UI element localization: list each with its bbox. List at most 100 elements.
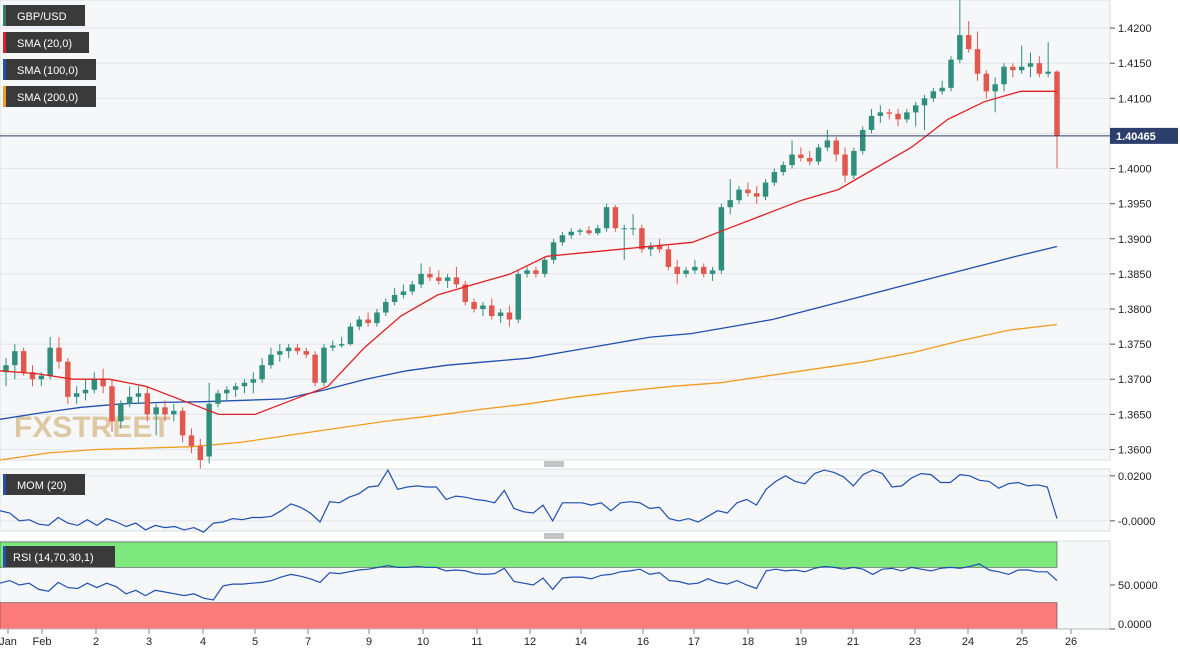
candle-body bbox=[303, 351, 310, 355]
y-tick-label: 1.3650 bbox=[1118, 409, 1152, 421]
candle-body bbox=[471, 301, 477, 310]
mom-gridlines bbox=[0, 475, 1110, 522]
y-tick-label: 1.4150 bbox=[1118, 58, 1152, 70]
x-tick-label: 16 bbox=[637, 636, 649, 648]
sma-20-line bbox=[0, 90, 1057, 416]
candle-body bbox=[126, 396, 133, 404]
y-tick-label: 1.3900 bbox=[1118, 234, 1152, 246]
candle-body bbox=[524, 270, 530, 274]
rsi-panel: 50.0000 0.0000 RSI (14,70,30,1) bbox=[0, 540, 1158, 631]
candle-body bbox=[224, 389, 230, 394]
candle-body bbox=[815, 147, 822, 162]
panel-resize-handle-2[interactable] bbox=[544, 533, 564, 539]
candle-body bbox=[603, 207, 610, 229]
candle-body bbox=[268, 354, 274, 366]
candle-body bbox=[206, 403, 212, 457]
legend-symbol[interactable]: GBP/USD bbox=[3, 5, 85, 26]
candle-body bbox=[497, 312, 504, 317]
price-axis: 1.42001.41501.41001.40501.40001.39501.39… bbox=[1110, 23, 1152, 456]
candle-body bbox=[1045, 71, 1051, 74]
candle-body bbox=[683, 270, 689, 274]
x-tick-label: 3 bbox=[146, 636, 152, 648]
legend-sma200[interactable]: SMA (200,0) bbox=[3, 86, 96, 107]
candle-body bbox=[391, 294, 398, 302]
sma20-path bbox=[0, 90, 1057, 416]
rsi-line bbox=[0, 563, 1058, 601]
legend-sma20[interactable]: SMA (20,0) bbox=[3, 32, 89, 53]
watermark: FXSTREET bbox=[14, 411, 171, 444]
candle-body bbox=[1036, 63, 1043, 74]
candle-body bbox=[480, 305, 486, 310]
candle-body bbox=[321, 347, 327, 383]
candle-body bbox=[895, 113, 901, 120]
candle-body bbox=[745, 189, 751, 194]
candle-body bbox=[992, 84, 998, 92]
candle-body bbox=[753, 193, 760, 197]
candle-body bbox=[29, 372, 36, 380]
x-tick-label: 24 bbox=[962, 636, 974, 648]
x-tick-label: 23 bbox=[909, 636, 921, 648]
candle-body bbox=[930, 91, 937, 99]
candle-body bbox=[709, 270, 716, 274]
candle-body bbox=[250, 379, 257, 383]
candle-body bbox=[780, 165, 786, 173]
candle-body bbox=[12, 351, 18, 366]
candle-body bbox=[851, 150, 857, 176]
candle-body bbox=[82, 389, 89, 394]
y-tick-label: 1.3800 bbox=[1118, 304, 1152, 316]
x-tick-label: Jan bbox=[0, 636, 17, 648]
y-tick-label: 1.3950 bbox=[1118, 199, 1152, 211]
candle-body bbox=[939, 87, 945, 92]
candle-body bbox=[259, 365, 265, 380]
sma-100-line bbox=[0, 245, 1058, 420]
candle-body bbox=[700, 266, 707, 274]
candle-body bbox=[374, 312, 380, 324]
x-tick-label: 11 bbox=[471, 636, 482, 648]
candle-body bbox=[568, 231, 574, 236]
candle-body bbox=[833, 140, 839, 155]
panel-resize-handle-1[interactable] bbox=[544, 461, 564, 467]
candle-body bbox=[232, 386, 239, 390]
candle-body bbox=[736, 189, 742, 201]
candle-body bbox=[983, 73, 990, 92]
candle-body bbox=[56, 347, 62, 362]
y-tick-label: 1.3700 bbox=[1118, 374, 1152, 386]
candle-body bbox=[179, 410, 186, 436]
candle-body bbox=[197, 445, 204, 460]
candle-body bbox=[533, 270, 539, 274]
candle-body bbox=[338, 344, 345, 346]
legend-sma100[interactable]: SMA (100,0) bbox=[3, 59, 96, 80]
candle-body bbox=[109, 386, 115, 422]
x-tick-label: 12 bbox=[524, 636, 536, 648]
x-tick-label: 7 bbox=[305, 636, 311, 648]
candle-body bbox=[171, 410, 177, 415]
mom-tick-label: 0.0200 bbox=[1118, 471, 1152, 483]
x-tick-label: 5 bbox=[252, 636, 258, 648]
candle-body bbox=[444, 277, 451, 281]
rsi-overbought-zone bbox=[0, 541, 1058, 568]
candle-body bbox=[100, 379, 106, 387]
legend-mom[interactable]: MOM (20) bbox=[3, 474, 85, 495]
candle-body bbox=[948, 59, 954, 88]
rsi-tick-label: 50.0000 bbox=[1118, 580, 1158, 592]
legend-rsi[interactable]: RSI (14,70,30,1) bbox=[3, 546, 115, 567]
candle-body bbox=[409, 284, 416, 292]
legend-sma20-label: SMA (20,0) bbox=[17, 38, 72, 50]
legend: GBP/USD SMA (20,0) SMA (100,0) SMA (200,… bbox=[3, 5, 96, 107]
candle-body bbox=[656, 245, 663, 250]
main-panel-bg bbox=[0, 0, 1111, 461]
x-tick-label: 4 bbox=[200, 636, 206, 648]
rsi-line-path bbox=[0, 563, 1058, 601]
candles bbox=[3, 0, 1060, 471]
mom-panel: 0.0200 -0.0000 MOM (20) bbox=[0, 468, 1155, 533]
time-axis: Jan Feb 2 3 4 5 7 9 10 11 12 14 16 17 18 19 21 23 24 25 26 bbox=[0, 628, 1110, 648]
mom-line-path bbox=[0, 468, 1058, 533]
candle-body bbox=[1027, 63, 1034, 67]
candle-body bbox=[462, 284, 468, 302]
candle-body bbox=[674, 266, 680, 274]
candle-body bbox=[356, 319, 363, 327]
candle-body bbox=[577, 230, 583, 232]
candle-body bbox=[621, 228, 627, 230]
candle-body bbox=[400, 291, 407, 295]
